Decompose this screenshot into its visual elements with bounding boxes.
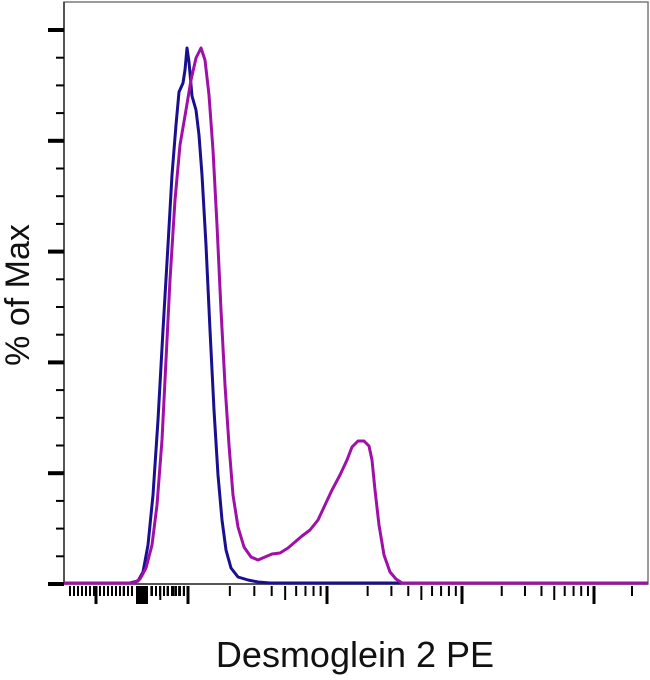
histogram-series <box>64 46 648 585</box>
x-zero-tick-cluster <box>136 586 148 604</box>
desmoglein-histogram-line <box>64 46 648 585</box>
x-axis-ticks <box>69 586 633 604</box>
y-axis-ticks <box>48 28 64 586</box>
x-axis-label: Desmoglein 2 PE <box>215 634 495 675</box>
plot-frame <box>56 1 649 585</box>
y-axis-label: % of Max <box>0 224 37 366</box>
